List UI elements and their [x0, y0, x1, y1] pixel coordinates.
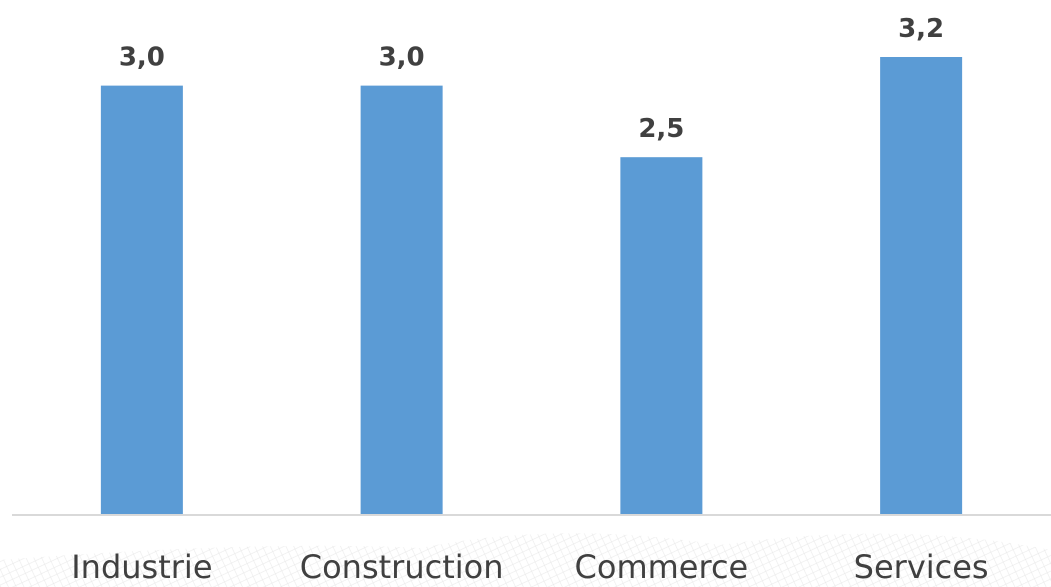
bar-commerce [620, 157, 703, 515]
bars-layer [100, 57, 963, 515]
data-label-industrie: 3,0 [119, 43, 165, 73]
bar-construction [360, 85, 443, 515]
background-mesh [0, 533, 1051, 587]
category-label-industrie: Industrie [71, 548, 212, 586]
data-labels-layer: 3,0 3,0 2,5 3,2 [119, 14, 944, 144]
category-labels-layer: Industrie Construction Commerce Services [71, 548, 988, 586]
category-label-commerce: Commerce [575, 548, 749, 586]
data-label-construction: 3,0 [379, 43, 425, 73]
category-label-services: Services [854, 548, 989, 586]
data-label-services: 3,2 [898, 14, 944, 44]
data-label-commerce: 2,5 [638, 114, 684, 144]
bar-services [880, 57, 963, 515]
bar-industrie [100, 85, 183, 515]
category-label-construction: Construction [300, 548, 504, 586]
